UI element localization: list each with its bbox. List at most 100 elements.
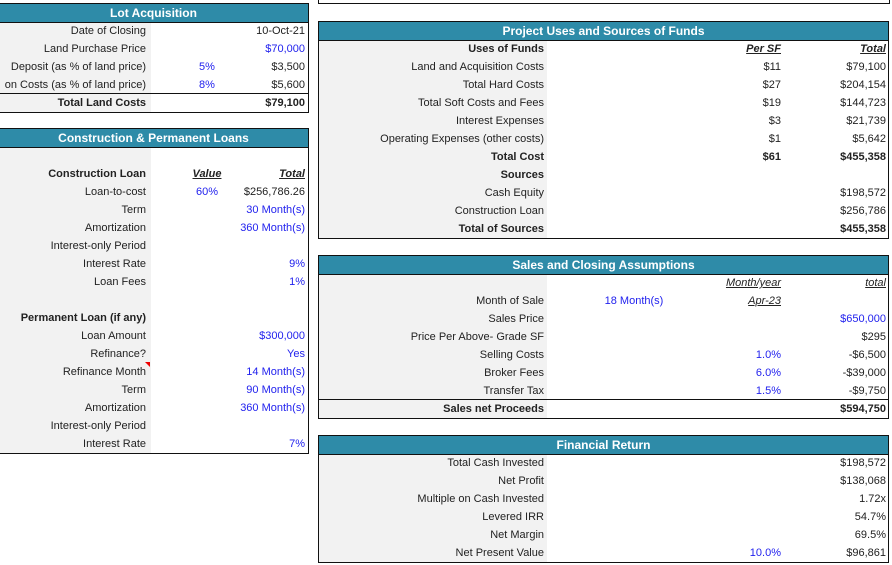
cell-total[interactable]: $5,600 [271,79,305,91]
section-header: Lot Acquisition [0,4,308,23]
row-label: Interest Rate [83,258,146,270]
cell-total[interactable]: -$9,750 [848,385,886,397]
cell-total[interactable]: 1.72x [859,493,886,505]
row-price-per-above-grade-sf: Price Per Above- Grade SF $295 [319,328,888,346]
row-label: Term [121,204,146,216]
cell-total[interactable]: Total [860,43,886,55]
cell-total[interactable]: $295 [861,331,886,343]
cell-total[interactable]: total [865,277,886,289]
row-label: Total of Sources [458,223,544,235]
cell-total[interactable]: 69.5% [854,529,886,541]
row-label: Price Per Above- Grade SF [410,331,544,343]
cell-total[interactable]: 7% [289,438,305,450]
cell-total[interactable]: $204,154 [840,79,886,91]
row-loan-fees: Loan Fees 1% [0,273,308,291]
row-label: Loan Amount [81,330,146,342]
cell-mid[interactable]: $19 [762,97,781,109]
cell-total[interactable]: 14 Month(s) [246,366,305,378]
cell-center[interactable]: 18 Month(s) [604,295,664,307]
label-column-bg [0,22,151,112]
row-land-and-acquisition-costs: Land and Acquisition Costs $11 $79,100 [319,58,888,76]
cell-mid[interactable]: $11 [763,61,781,73]
row-total-land-costs: Total Land Costs $79,100 [0,93,308,112]
cell-total[interactable]: 360 Month(s) [240,402,305,414]
cell-mid[interactable]: $3 [768,115,781,127]
row-land-purchase-price: Land Purchase Price $70,000 [0,40,308,58]
cell-total[interactable]: $300,000 [259,330,305,342]
row-total-of-sources: Total of Sources $455,358 [319,220,888,238]
cell-total[interactable]: -$39,000 [842,367,886,379]
row-operating-expenses-other-costs: Operating Expenses (other costs) $1 $5,642 [319,130,888,148]
cell-total[interactable]: $594,750 [840,403,886,415]
row-permanent-loan-if-any: Permanent Loan (if any) [0,309,308,327]
cell-total[interactable]: 1% [289,276,305,288]
financial-return-section: Financial Return Total Cash Invested $198,… [318,435,889,563]
cell-mid[interactable]: 1.5% [755,385,781,397]
cell-total[interactable]: $70,000 [265,43,305,55]
cell-value[interactable]: Value [192,168,222,180]
cell-total[interactable]: $256,786 [840,205,886,217]
cell-mid[interactable]: Apr-23 [748,295,781,307]
row-label: Land and Acquisition Costs [411,61,544,73]
row-interest-rate: Interest Rate 7% [0,435,308,453]
cell-mid[interactable]: 1.0% [755,349,781,361]
cell-total[interactable]: $650,000 [840,313,886,325]
row-interest-only-period: Interest-only Period [0,237,308,255]
comment-indicator-icon[interactable] [145,362,150,367]
cell-total[interactable]: $455,358 [840,151,886,163]
row-label: Net Profit [498,475,544,487]
cell-total[interactable]: 10-Oct-21 [256,25,305,37]
cell-total[interactable]: $198,572 [840,187,886,199]
cell-total[interactable]: $21,739 [846,115,886,127]
cell-value[interactable]: 60% [195,186,219,198]
uses-sources-section: Project Uses and Sources of Funds Uses of… [318,21,889,239]
cell-total[interactable]: Yes [287,348,305,360]
cell-total[interactable]: 30 Month(s) [246,204,305,216]
cell-value[interactable]: 5% [199,61,215,73]
cell-mid[interactable]: Month/year [725,277,781,289]
cell-mid[interactable]: $1 [768,133,781,145]
cell-total[interactable]: 9% [289,258,305,270]
lot-acquisition-section: Lot Acquisition Date of Closing 10-Oct-21 L… [0,3,309,113]
cell-total[interactable]: $79,100 [265,97,305,109]
cell-total[interactable]: $96,861 [846,547,886,559]
row-levered-irr: Levered IRR 54.7% [319,508,888,526]
row-transfer-tax: Transfer Tax 1.5% -$9,750 [319,382,888,400]
cell-mid[interactable]: Per SF [746,43,781,55]
row-label: Construction Loan [454,205,544,217]
row-label: Total Soft Costs and Fees [418,97,544,109]
row-sources: Sources [319,166,888,184]
cell-mid[interactable]: $27 [762,79,781,91]
row-label: Multiple on Cash Invested [417,493,544,505]
row-label: Levered IRR [482,511,544,523]
cell-total[interactable]: $198,572 [840,457,886,469]
cell-total[interactable]: $3,500 [271,61,305,73]
row-label: Permanent Loan (if any) [20,312,146,324]
row-total-cost: Total Cost $61 $455,358 [319,148,888,166]
row-label: Operating Expenses (other costs) [380,133,544,145]
cell-total[interactable]: $79,100 [846,61,886,73]
cell-total[interactable]: 360 Month(s) [240,222,305,234]
cell-total[interactable]: 90 Month(s) [246,384,305,396]
row-label: Sales Price [488,313,544,325]
cell-total[interactable]: $455,358 [840,223,886,235]
cell-total[interactable]: $138,068 [840,475,886,487]
cell-total[interactable]: $5,642 [852,133,886,145]
cell-total[interactable]: $144,723 [840,97,886,109]
cell-total[interactable]: $256,786.26 [243,186,305,198]
row-label: Construction Loan [48,168,146,180]
row-net-present-value: Net Present Value 10.0% $96,861 [319,544,888,562]
row-interest-expenses: Interest Expenses $3 $21,739 [319,112,888,130]
cell-total[interactable]: -$6,500 [848,349,886,361]
cell-mid[interactable]: $61 [762,151,781,163]
cell-mid[interactable]: 10.0% [749,547,781,559]
cell-value[interactable]: 8% [199,79,215,91]
cell-mid[interactable]: 6.0% [755,367,781,379]
label-column-bg [319,40,547,238]
row-net-profit: Net Profit $138,068 [319,472,888,490]
cell-total[interactable]: 54.7% [854,511,886,523]
row-label: Broker Fees [484,367,544,379]
row-month-of-sale: Month of Sale 18 Month(s) Apr-23 [319,292,888,310]
row-broker-fees: Broker Fees 6.0% -$39,000 [319,364,888,382]
cell-total[interactable]: Total [279,168,305,180]
